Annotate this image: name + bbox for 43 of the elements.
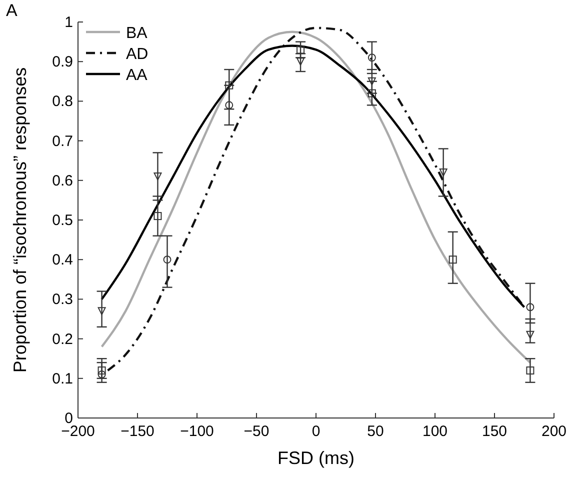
x-tick-label: −50: [244, 423, 270, 440]
line-series: [100, 44, 526, 308]
legend-label: AA: [126, 67, 148, 84]
x-tick-label: −100: [180, 423, 214, 440]
y-axis-title: Proportion of “isochronous” responses: [10, 67, 30, 373]
y-tick-label: 0.1: [52, 370, 73, 388]
x-tick-label: 0: [312, 423, 320, 440]
point: [368, 54, 376, 62]
point: [526, 303, 534, 312]
x-tick-label: 50: [367, 423, 384, 440]
point: [448, 256, 457, 264]
point: [154, 172, 162, 180]
y-tick-label: 1: [64, 14, 73, 31]
x-tick-label: 150: [482, 423, 508, 440]
point: [368, 77, 376, 86]
x-axis-title: FSD (ms): [278, 448, 354, 468]
y-tick-label: 0.3: [52, 291, 73, 308]
point: [368, 89, 376, 98]
point: [439, 168, 448, 176]
x-tick-label: 200: [541, 423, 567, 440]
x-tick-label: 100: [422, 423, 448, 440]
y-tick-label: 0.9: [52, 54, 73, 71]
y-tick-label: 0.7: [52, 132, 73, 150]
text: A: [6, 1, 18, 20]
point: [154, 212, 162, 220]
x-tick-label: −150: [120, 423, 154, 440]
point: [98, 366, 106, 374]
y-tick-label: 0.2: [52, 330, 73, 348]
point: [296, 46, 305, 54]
point: [98, 370, 106, 378]
y-tick-label: 0.8: [52, 93, 73, 110]
point: [225, 81, 234, 90]
point: [163, 256, 172, 264]
y-tick-label: 0.6: [52, 172, 73, 190]
legend-label: BA: [126, 25, 148, 42]
point: [526, 330, 534, 339]
y-tick-label: 0.4: [52, 252, 73, 269]
point: [98, 307, 106, 316]
point: [526, 366, 534, 374]
legend-label: AD: [126, 46, 148, 63]
y-tick-label: 0.5: [52, 212, 73, 229]
point: [225, 101, 234, 110]
point: [296, 58, 305, 66]
